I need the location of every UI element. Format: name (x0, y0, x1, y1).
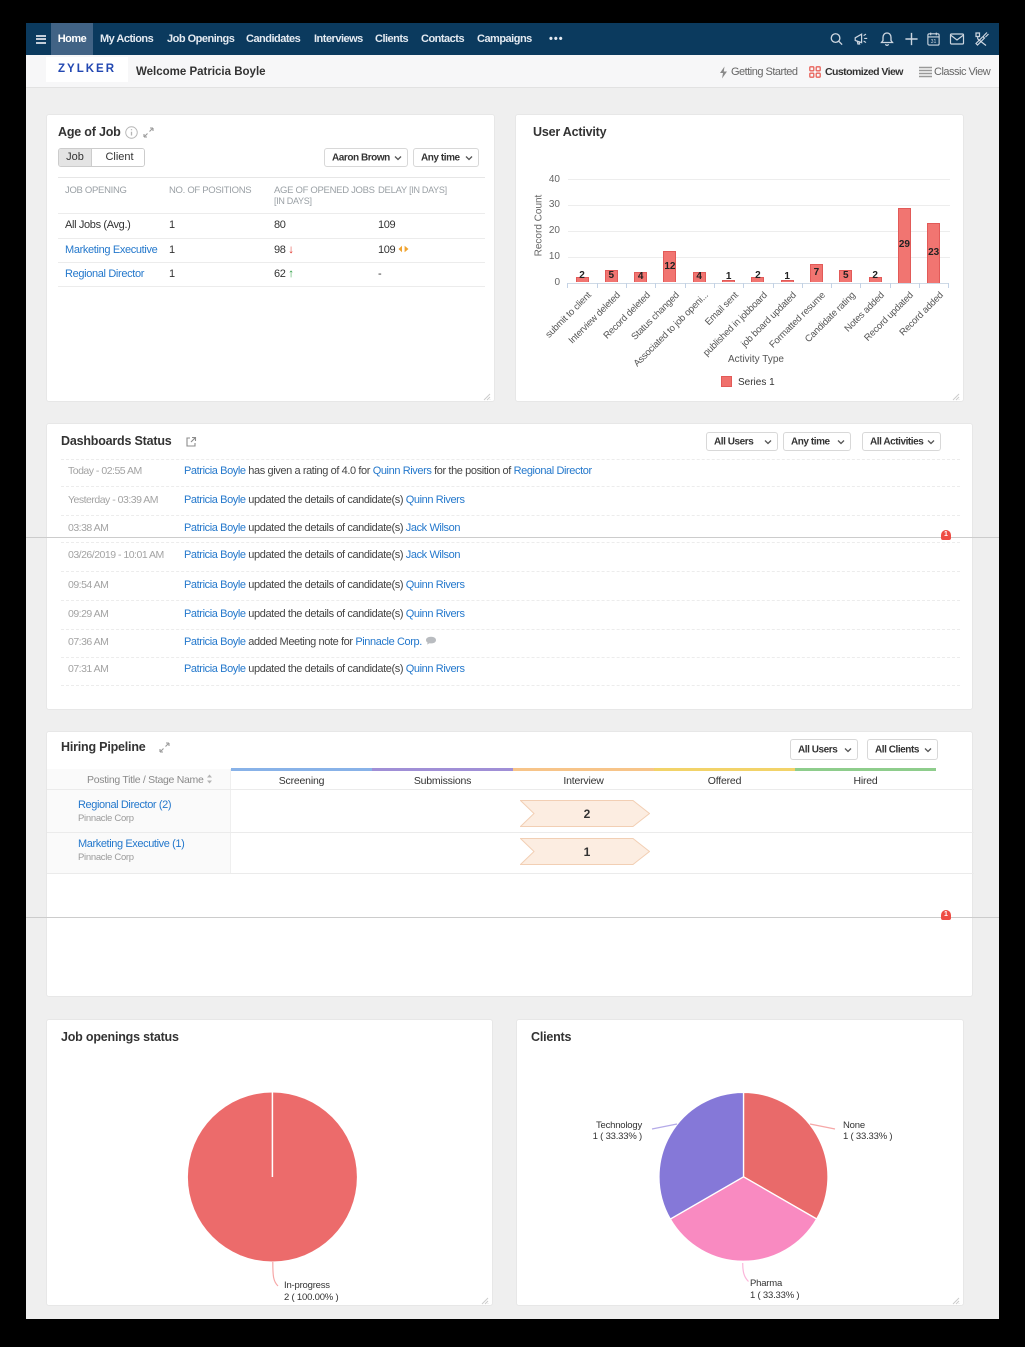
svg-text:1: 1 (583, 845, 590, 859)
svg-text:31: 31 (931, 39, 937, 45)
svg-text:2: 2 (583, 807, 590, 821)
